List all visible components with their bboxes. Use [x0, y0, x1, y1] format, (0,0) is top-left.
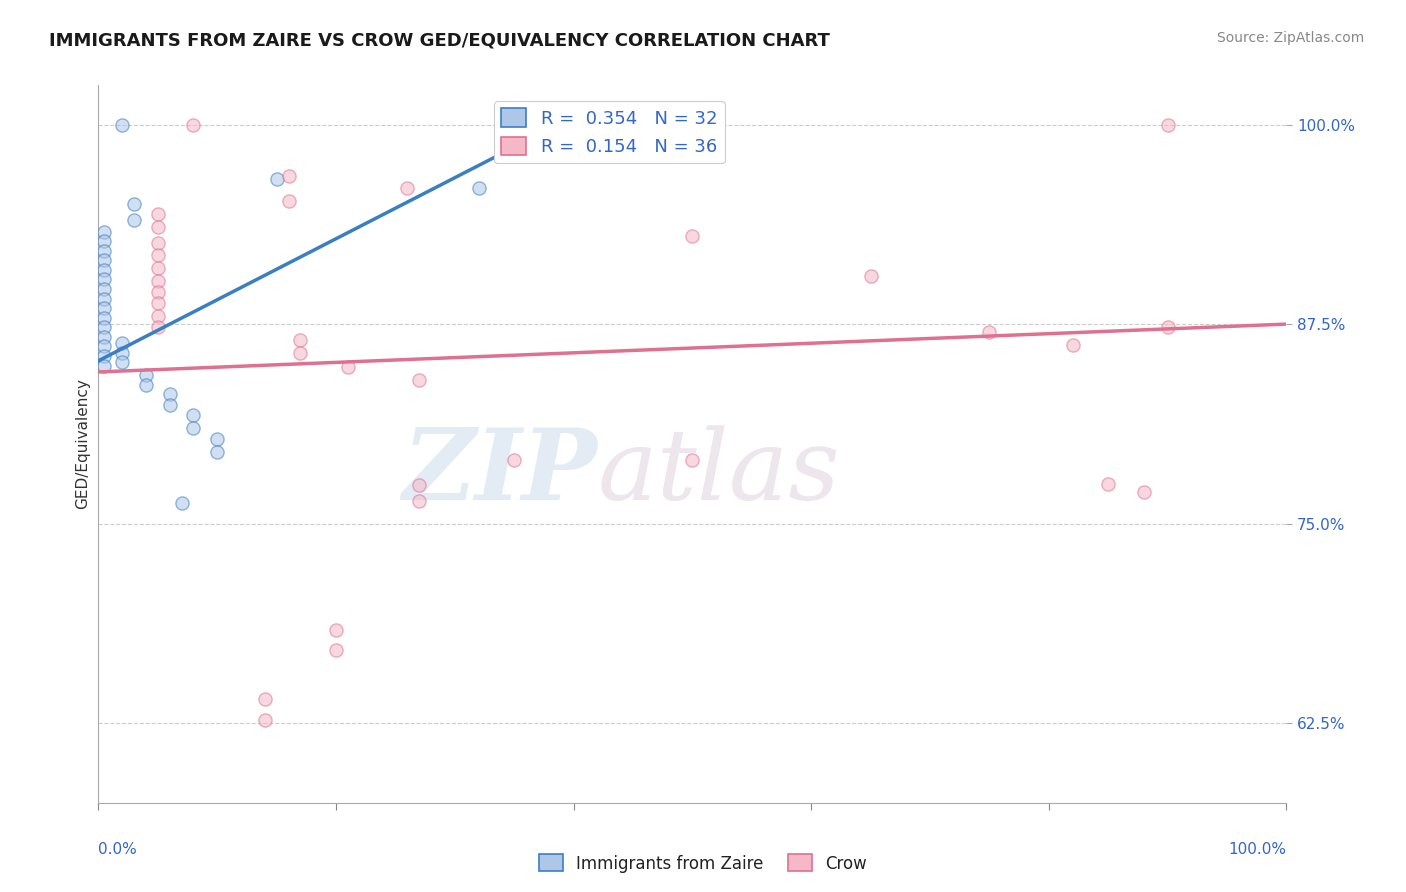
- Point: [146, 219, 169, 234]
- Point: [336, 360, 359, 375]
- Point: [207, 444, 229, 458]
- Point: [266, 172, 288, 186]
- Point: [135, 377, 157, 392]
- Point: [146, 309, 169, 323]
- Point: [183, 118, 205, 132]
- Point: [408, 373, 430, 387]
- Point: [146, 235, 169, 250]
- Text: IMMIGRANTS FROM ZAIRE VS CROW GED/EQUIVALENCY CORRELATION CHART: IMMIGRANTS FROM ZAIRE VS CROW GED/EQUIVA…: [49, 31, 830, 49]
- Point: [122, 197, 145, 211]
- Point: [396, 181, 419, 195]
- Point: [408, 494, 430, 508]
- Point: [146, 285, 169, 300]
- Point: [277, 169, 299, 183]
- Point: [515, 118, 537, 132]
- Point: [93, 292, 115, 306]
- Point: [681, 452, 703, 467]
- Point: [859, 269, 882, 284]
- Point: [93, 272, 115, 286]
- Point: [159, 387, 181, 401]
- Point: [503, 452, 526, 467]
- Point: [135, 368, 157, 383]
- Point: [1156, 320, 1178, 334]
- Legend: R =  0.354   N = 32, R =  0.154   N = 36: R = 0.354 N = 32, R = 0.154 N = 36: [494, 101, 724, 163]
- Point: [325, 642, 347, 657]
- Point: [253, 875, 276, 889]
- Point: [979, 325, 1001, 339]
- Point: [183, 408, 205, 422]
- Point: [93, 225, 115, 239]
- Text: Source: ZipAtlas.com: Source: ZipAtlas.com: [1216, 31, 1364, 45]
- Point: [1097, 476, 1119, 491]
- Point: [122, 213, 145, 227]
- Point: [93, 339, 115, 353]
- Point: [1062, 338, 1084, 352]
- Point: [1133, 484, 1156, 499]
- Point: [146, 261, 169, 276]
- Text: ZIP: ZIP: [402, 425, 598, 521]
- Point: [325, 624, 347, 638]
- Point: [93, 282, 115, 296]
- Y-axis label: GED/Equivalency: GED/Equivalency: [75, 378, 90, 509]
- Point: [253, 692, 276, 706]
- Point: [146, 207, 169, 221]
- Text: 0.0%: 0.0%: [98, 842, 138, 857]
- Point: [146, 296, 169, 310]
- Point: [111, 346, 134, 360]
- Point: [277, 194, 299, 209]
- Point: [467, 181, 489, 195]
- Point: [93, 263, 115, 277]
- Text: 100.0%: 100.0%: [1229, 842, 1286, 857]
- Point: [183, 421, 205, 435]
- Point: [93, 310, 115, 325]
- Point: [93, 320, 115, 334]
- Point: [111, 336, 134, 351]
- Text: atlas: atlas: [598, 425, 841, 520]
- Point: [146, 274, 169, 288]
- Point: [93, 359, 115, 373]
- Point: [146, 320, 169, 334]
- Point: [681, 229, 703, 244]
- Point: [253, 713, 276, 727]
- Point: [111, 355, 134, 369]
- Legend: Immigrants from Zaire, Crow: Immigrants from Zaire, Crow: [533, 847, 873, 880]
- Point: [93, 234, 115, 248]
- Point: [290, 346, 312, 360]
- Point: [93, 349, 115, 363]
- Point: [111, 118, 134, 132]
- Point: [93, 330, 115, 344]
- Point: [93, 301, 115, 315]
- Point: [159, 399, 181, 413]
- Point: [408, 478, 430, 492]
- Point: [170, 496, 193, 510]
- Point: [93, 244, 115, 258]
- Point: [1156, 118, 1178, 132]
- Point: [290, 333, 312, 347]
- Point: [93, 253, 115, 268]
- Point: [207, 432, 229, 446]
- Point: [146, 248, 169, 262]
